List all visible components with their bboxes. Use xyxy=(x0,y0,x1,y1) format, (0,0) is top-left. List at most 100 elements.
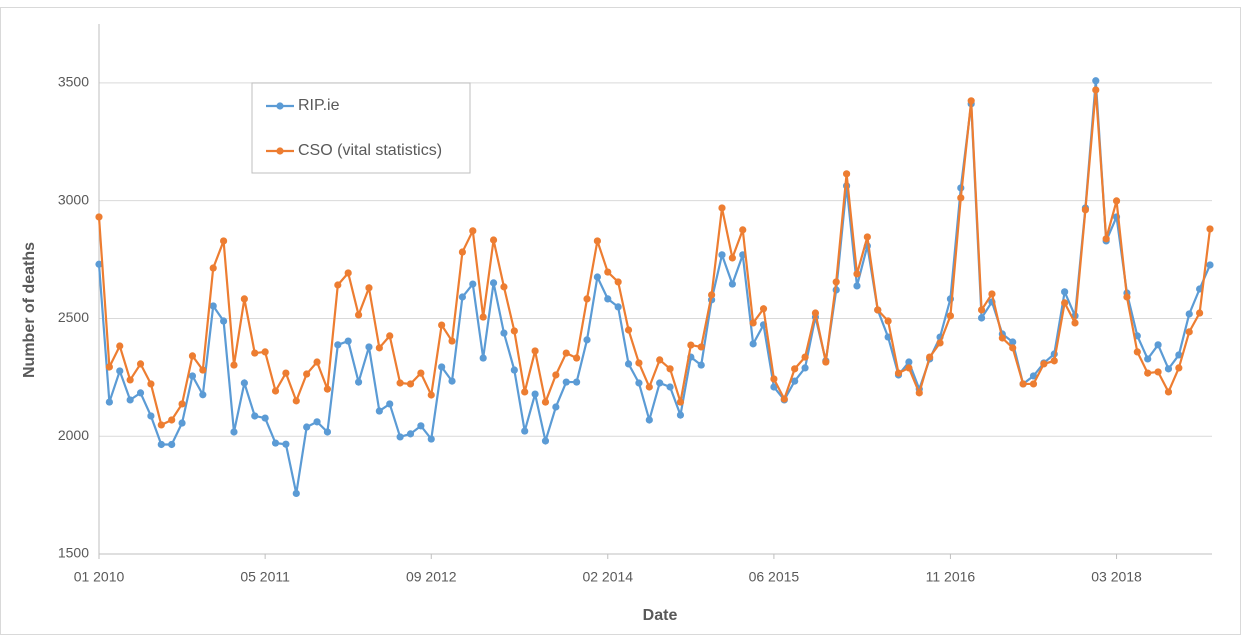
data-point xyxy=(458,248,467,256)
data-point xyxy=(1154,368,1162,376)
data-point xyxy=(147,412,155,420)
data-point xyxy=(905,364,913,372)
data-point xyxy=(510,366,518,374)
data-point xyxy=(251,412,259,420)
data-point xyxy=(448,337,456,345)
data-point xyxy=(1206,225,1214,233)
data-point xyxy=(334,341,342,349)
data-point xyxy=(552,403,560,411)
data-point xyxy=(946,312,955,320)
y-tick-label: 1500 xyxy=(58,545,89,561)
data-point xyxy=(386,332,394,340)
data-point xyxy=(666,365,674,373)
data-point xyxy=(230,361,238,369)
data-point xyxy=(811,309,820,317)
data-point xyxy=(323,428,332,436)
data-point xyxy=(874,306,882,314)
data-point xyxy=(749,340,757,348)
data-point xyxy=(635,379,643,387)
data-point xyxy=(448,377,456,385)
data-point xyxy=(842,170,851,178)
data-point xyxy=(261,348,269,356)
data-point xyxy=(136,360,145,368)
data-point xyxy=(427,391,435,399)
data-point xyxy=(282,440,290,448)
data-point xyxy=(822,358,830,366)
data-point xyxy=(1092,86,1100,94)
data-point xyxy=(375,344,383,352)
data-point xyxy=(1102,235,1110,243)
data-point xyxy=(624,326,633,334)
data-point xyxy=(136,389,145,397)
data-point xyxy=(1071,319,1079,327)
data-point xyxy=(863,233,871,241)
data-point xyxy=(1175,364,1183,372)
data-point xyxy=(1112,197,1121,205)
data-point xyxy=(1050,357,1058,365)
x-tick-label: 06 2015 xyxy=(749,569,800,585)
data-point xyxy=(832,278,840,286)
data-point xyxy=(469,280,477,288)
data-point xyxy=(1092,77,1100,85)
data-point xyxy=(157,440,165,449)
data-point xyxy=(967,97,975,105)
data-point xyxy=(438,321,446,329)
data-point xyxy=(303,370,311,378)
data-point xyxy=(791,377,799,385)
data-point xyxy=(375,407,383,415)
data-point xyxy=(271,387,280,395)
data-point xyxy=(676,398,685,406)
data-point xyxy=(666,383,674,391)
data-point xyxy=(770,383,778,391)
data-point xyxy=(1123,293,1131,301)
data-point xyxy=(697,343,705,351)
data-point xyxy=(417,422,425,430)
legend-label: RIP.ie xyxy=(298,97,340,114)
data-point xyxy=(583,336,591,344)
legend-label: CSO (vital statistics) xyxy=(298,142,442,159)
data-point xyxy=(188,372,197,380)
data-point xyxy=(697,361,705,369)
data-point xyxy=(884,317,892,325)
data-point xyxy=(1029,372,1038,380)
x-tick-label: 09 2012 xyxy=(406,569,457,585)
x-axis-title: Date xyxy=(643,607,678,624)
data-point xyxy=(915,389,923,397)
data-point xyxy=(209,302,217,310)
data-point xyxy=(147,380,155,388)
data-point xyxy=(1164,365,1173,373)
data-point xyxy=(1175,351,1183,359)
data-point xyxy=(271,439,280,447)
legend-box xyxy=(251,82,471,174)
data-point xyxy=(489,236,498,244)
data-point xyxy=(905,358,913,366)
data-point xyxy=(676,411,685,419)
data-point xyxy=(749,319,757,327)
data-point xyxy=(1061,288,1069,296)
data-point xyxy=(593,273,601,281)
data-point xyxy=(604,295,612,303)
legend: RIP.ie CSO (vital statistics) xyxy=(251,82,471,174)
legend-marker xyxy=(276,102,284,110)
data-point xyxy=(718,251,726,259)
data-point xyxy=(1133,348,1141,356)
data-point xyxy=(853,270,861,278)
data-point xyxy=(240,379,248,387)
data-point xyxy=(1196,309,1204,317)
data-point xyxy=(988,290,996,298)
data-point xyxy=(635,359,643,367)
x-tick-label: 03 2018 xyxy=(1091,569,1142,585)
data-point xyxy=(728,254,736,262)
data-point xyxy=(292,489,300,498)
data-point xyxy=(770,375,778,383)
data-point xyxy=(479,313,487,321)
data-point xyxy=(957,194,965,202)
data-point xyxy=(209,264,217,272)
data-point xyxy=(95,260,103,268)
data-point xyxy=(365,343,373,351)
data-point xyxy=(386,400,394,408)
y-axis-title: Number of deaths xyxy=(21,242,38,378)
data-point xyxy=(1185,328,1193,336)
data-point xyxy=(157,421,165,429)
